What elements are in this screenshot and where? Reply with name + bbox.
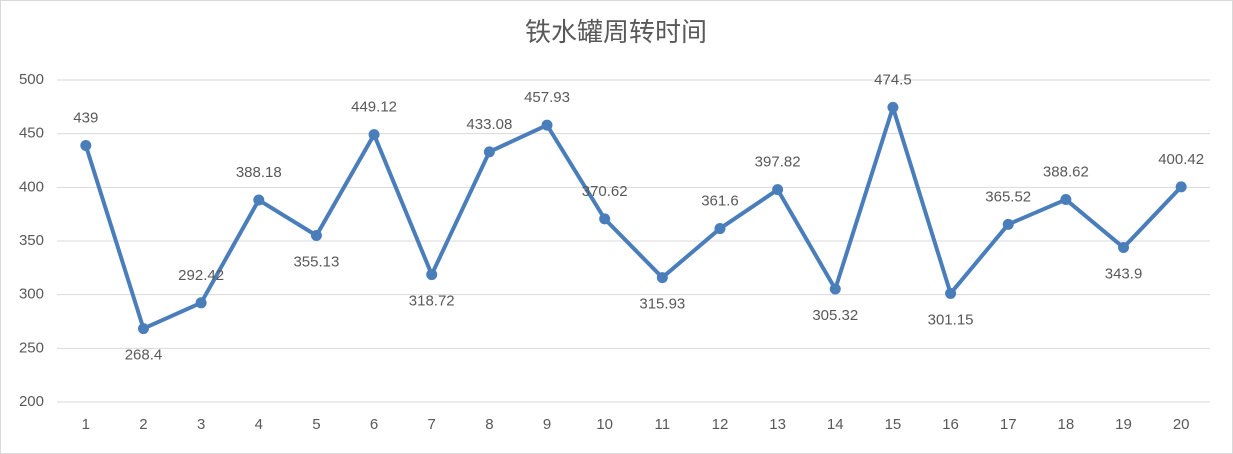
data-point (195, 297, 207, 309)
data-label: 449.12 (351, 99, 397, 116)
data-point (137, 323, 149, 335)
data-point (310, 229, 322, 241)
data-label: 388.62 (1043, 164, 1089, 181)
data-point (483, 146, 495, 158)
data-label: 397.82 (755, 154, 801, 171)
data-point (656, 272, 668, 284)
x-tick-label: 1 (82, 416, 90, 433)
x-tick-label: 9 (543, 416, 551, 433)
data-label: 457.93 (524, 89, 570, 106)
y-tick-label: 350 (19, 232, 44, 249)
x-tick-label: 10 (596, 416, 613, 433)
x-tick-label: 16 (942, 416, 959, 433)
data-label: 400.42 (1158, 151, 1204, 168)
x-tick-label: 17 (1000, 416, 1017, 433)
x-tick-label: 8 (485, 416, 493, 433)
chart-title: 铁水罐周转时间 (525, 17, 707, 47)
data-label: 318.72 (409, 293, 455, 310)
data-label: 315.93 (639, 296, 685, 313)
data-label: 361.6 (701, 193, 739, 210)
y-tick-label: 500 (19, 71, 44, 88)
x-tick-label: 11 (655, 416, 671, 433)
data-label: 355.13 (293, 253, 339, 270)
x-tick-label: 19 (1115, 416, 1132, 433)
data-point (599, 213, 611, 225)
data-point (541, 119, 553, 131)
y-tick-label: 450 (19, 125, 44, 142)
data-point (1175, 181, 1187, 193)
data-label: 474.5 (874, 71, 912, 88)
y-tick-label: 400 (19, 178, 44, 195)
x-tick-label: 20 (1173, 416, 1190, 433)
data-point (253, 194, 265, 206)
y-tick-label: 300 (19, 286, 44, 303)
data-point (368, 129, 380, 141)
x-tick-label: 14 (827, 416, 844, 433)
data-label: 365.52 (985, 188, 1031, 205)
data-point (772, 184, 784, 196)
data-label: 370.62 (582, 183, 628, 200)
x-tick-label: 3 (197, 416, 205, 433)
data-label: 388.18 (236, 164, 282, 181)
y-tick-label: 200 (19, 393, 44, 410)
data-label: 292.42 (178, 267, 224, 284)
x-tick-label: 15 (885, 416, 902, 433)
data-label: 343.9 (1105, 266, 1143, 283)
data-point (1060, 194, 1072, 206)
data-point (714, 223, 726, 235)
data-point (426, 269, 438, 281)
series-line (83, 105, 1183, 331)
data-point (945, 287, 957, 299)
data-point (1118, 242, 1130, 254)
data-label: 433.08 (466, 116, 512, 133)
y-tick-label: 250 (19, 339, 44, 356)
x-tick-label: 18 (1058, 416, 1075, 433)
data-label: 301.15 (928, 311, 974, 328)
data-label: 305.32 (812, 307, 858, 324)
x-tick-label: 13 (769, 416, 786, 433)
data-label: 439 (73, 109, 98, 126)
data-label: 268.4 (125, 347, 163, 364)
x-tick-label: 6 (370, 416, 378, 433)
data-point (80, 139, 92, 151)
x-tick-label: 4 (255, 416, 263, 433)
data-point (829, 283, 841, 295)
x-tick-label: 7 (428, 416, 436, 433)
x-tick-label: 2 (139, 416, 147, 433)
data-point (1002, 218, 1014, 230)
x-tick-label: 5 (312, 416, 320, 433)
x-tick-label: 12 (712, 416, 729, 433)
data-point (887, 101, 899, 113)
